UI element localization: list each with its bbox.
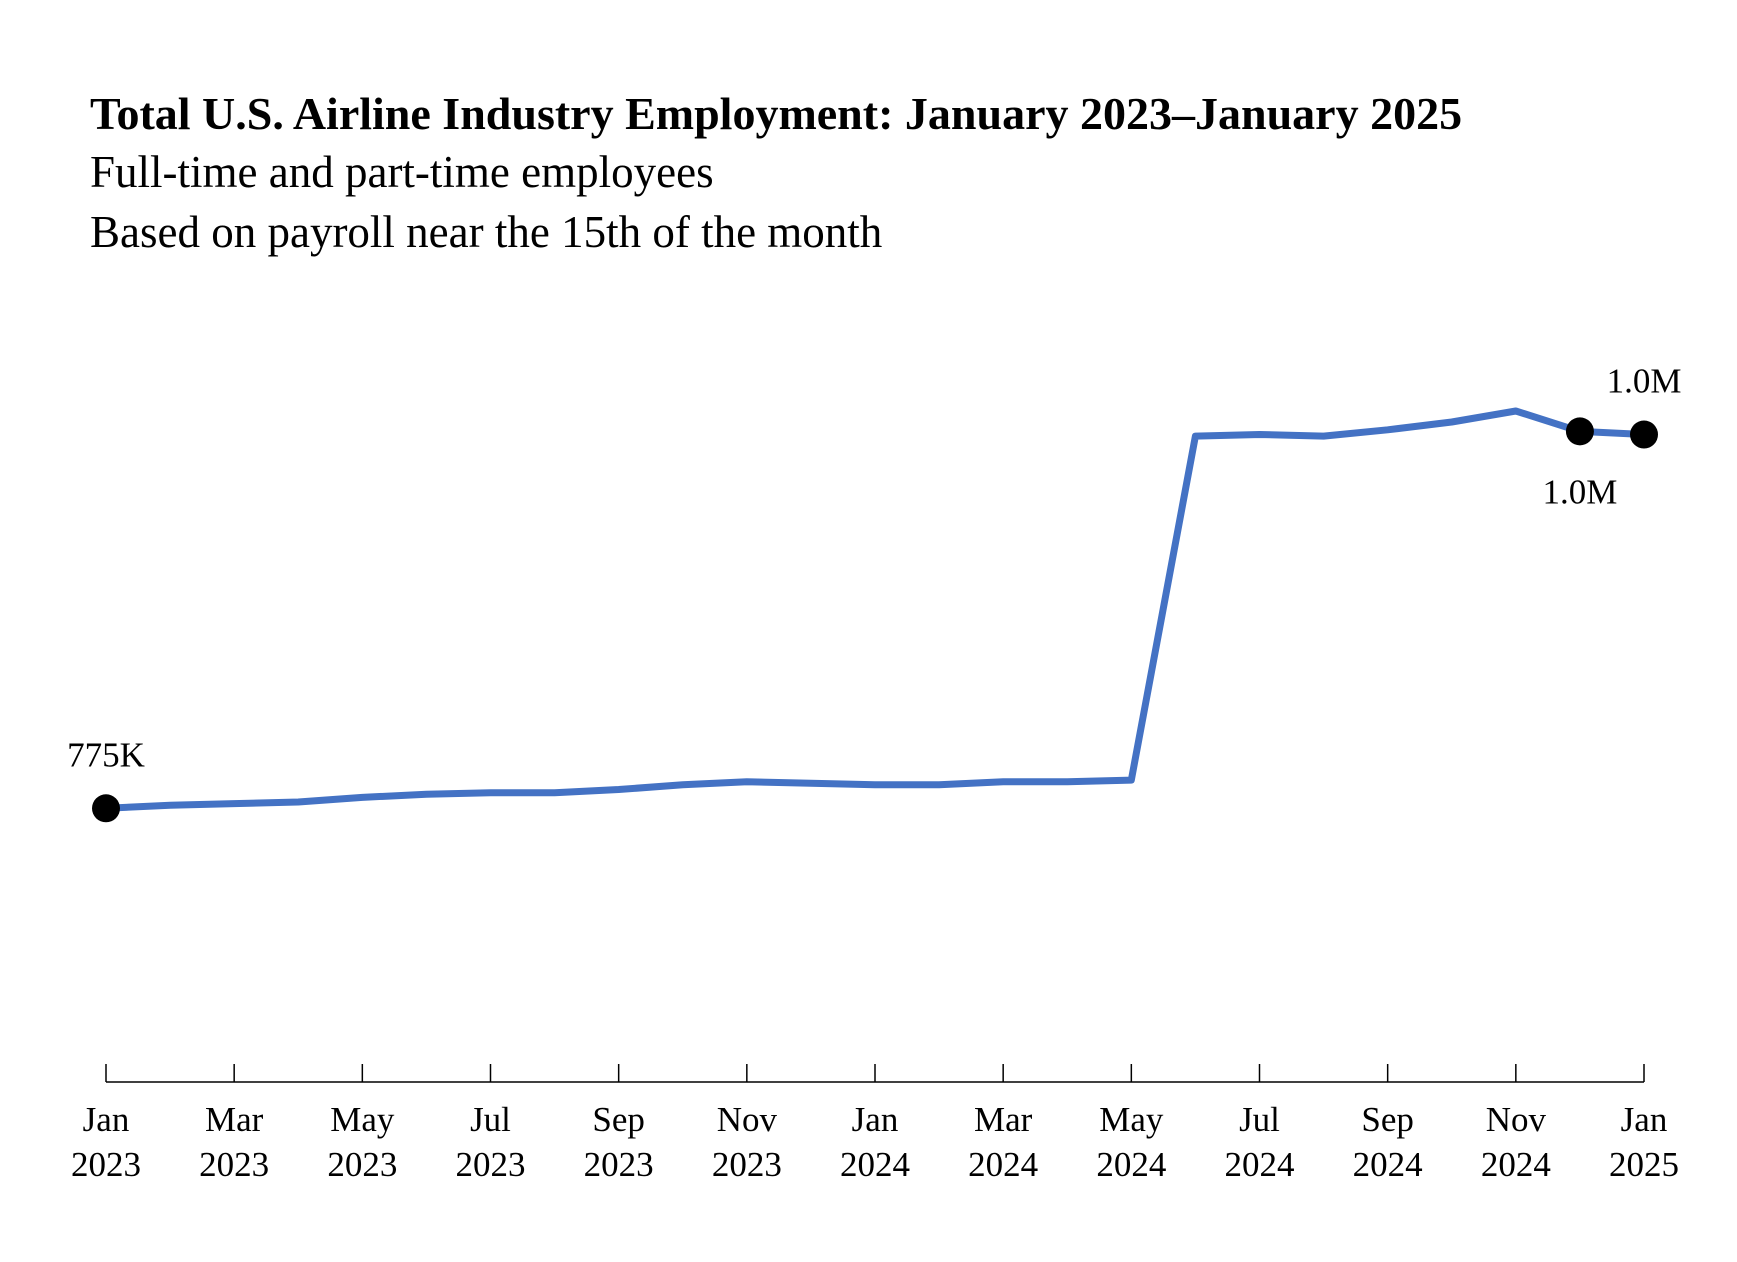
x-tick-label-month-3: Jul — [470, 1100, 511, 1139]
x-tick-label-year-7: 2024 — [968, 1145, 1038, 1184]
x-tick-label-month-11: Nov — [1486, 1100, 1547, 1139]
x-tick-label-month-9: Jul — [1239, 1100, 1280, 1139]
data-point-marker-2 — [1630, 420, 1658, 449]
x-tick-label-year-9: 2024 — [1225, 1145, 1295, 1184]
x-tick-label-year-4: 2023 — [584, 1145, 654, 1184]
x-tick-label-month-6: Jan — [852, 1100, 899, 1139]
x-tick-label-month-10: Sep — [1361, 1100, 1414, 1139]
data-label-2: 1.0M — [1607, 362, 1682, 401]
chart-titles: Total U.S. Airline Industry Employment: … — [90, 86, 1462, 262]
x-tick-label-year-6: 2024 — [840, 1145, 910, 1184]
x-tick-label-year-2: 2023 — [327, 1145, 397, 1184]
data-label-1: 1.0M — [1542, 472, 1617, 511]
series-line-0 — [102, 407, 1648, 812]
x-tick-label-month-4: Sep — [592, 1100, 645, 1139]
data-point-marker-0 — [92, 794, 120, 823]
x-tick-label-year-12: 2025 — [1609, 1145, 1679, 1184]
data-label-0: 775K — [67, 735, 145, 774]
x-tick-label-month-0: Jan — [83, 1100, 130, 1139]
x-tick-label-month-12: Jan — [1621, 1100, 1668, 1139]
x-tick-label-year-3: 2023 — [456, 1145, 526, 1184]
x-tick-label-month-8: May — [1099, 1100, 1164, 1139]
x-tick-label-month-7: Mar — [974, 1100, 1033, 1139]
x-tick-label-year-5: 2023 — [712, 1145, 782, 1184]
x-tick-label-year-10: 2024 — [1353, 1145, 1423, 1184]
chart-subtitle-line-2: Based on payroll near the 15th of the mo… — [90, 207, 883, 257]
x-tick-label-month-2: May — [330, 1100, 395, 1139]
x-tick-label-month-5: Nov — [717, 1100, 778, 1139]
x-tick-label-year-0: 2023 — [71, 1145, 141, 1184]
x-tick-label-year-11: 2024 — [1481, 1145, 1551, 1184]
x-tick-label-year-1: 2023 — [199, 1145, 269, 1184]
data-point-marker-1 — [1565, 417, 1594, 446]
x-tick-label-month-1: Mar — [205, 1100, 264, 1139]
chart-title: Total U.S. Airline Industry Employment: … — [90, 88, 1463, 139]
chart-subtitle-line-1: Full-time and part-time employees — [90, 147, 714, 197]
x-tick-label-year-8: 2024 — [1096, 1145, 1166, 1184]
